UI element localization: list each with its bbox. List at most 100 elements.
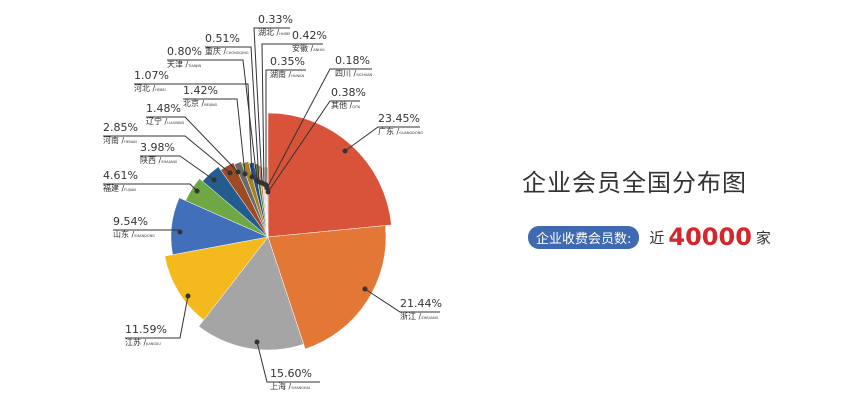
region-pinyin: HENAN [124,140,137,144]
region-pinyin: SHANGHAI [291,386,310,390]
leader-dot [177,229,183,235]
leader-dot [227,170,233,176]
data-label-name: 天津 /TIANJIN [167,60,202,69]
data-label: 23.45% 广东 /GUANGDONG [378,113,423,136]
region-name: 重庆 [205,47,221,56]
leader-line [134,83,253,178]
region-pinyin: CHONGQING [226,51,249,55]
data-label: 0.33% 湖北 /HUBEI [258,14,293,37]
data-label-percent: 11.59% [125,323,167,336]
leader-dot [235,169,241,175]
region-name: 陕西 [140,156,156,165]
pie-slice [267,225,387,350]
data-label: 0.42% 安徽 /ANHUI [292,30,327,53]
leader-dot [185,293,191,299]
data-label: 0.80% 天津 /TIANJIN [167,46,202,69]
region-pinyin: ANHUI [313,48,325,52]
data-label-percent: 1.48% [146,102,181,115]
leader-line [267,100,360,193]
region-name: 浙江 [400,312,416,321]
data-label-percent: 3.98% [140,141,175,154]
region-name: 天津 [167,60,183,69]
data-label: 9.54% 山东 /SHANDONG [113,216,155,239]
data-label-name: 福建 /FUJIAN [103,184,136,193]
data-label-name: 北京 /BEIJING [183,99,218,108]
leader-line [103,135,231,174]
data-label-name: 湖北 /HUBEI [258,28,291,37]
data-label-percent: 2.85% [103,121,138,134]
region-name: 湖北 [258,28,274,37]
data-label-percent: 9.54% [113,215,148,228]
region-name: 河南 [103,136,119,145]
data-label-percent: 0.33% [258,13,293,26]
leader-line [205,46,260,183]
region-pinyin: HUNAN [291,74,305,78]
member-count-prefix: 近 [649,228,665,247]
data-label-percent: 0.51% [205,32,240,45]
data-label-percent: 21.44% [400,297,442,310]
data-label: 2.85% 河南 /HENAN [103,122,138,145]
member-count-number: 40000 [668,223,752,251]
leader-dot [194,188,200,194]
pie-slice [267,112,392,238]
pie-slice [198,236,304,351]
data-label: 1.48% 辽宁 /LIAONING [146,103,184,126]
data-label-percent: 1.42% [183,84,218,97]
pie-slice [185,178,269,238]
pie-slice [241,161,269,238]
pie-slice [170,197,269,255]
region-pinyin: QITA [352,105,361,109]
data-label: 11.59% 江苏 /JIANGSU [125,324,167,347]
leader-dot [362,286,368,292]
data-label-name: 浙江 /ZHEJIANG [400,312,439,321]
region-name: 安徽 [292,44,308,53]
region-pinyin: FUJIAN [124,188,136,192]
pie-slice [202,166,269,238]
data-label-name: 辽宁 /LIAONING [146,117,185,126]
region-pinyin: SICHUAN [356,73,373,77]
region-pinyin: JIANGSU [146,342,161,346]
leader-dot [342,148,348,154]
leader-dot [254,339,260,345]
data-label-name: 四川 /SICHUAN [335,69,373,78]
leader-line [140,155,215,181]
region-pinyin: ZHEJIANG [421,316,439,320]
data-label-name: 山东 /SHANDONG [113,230,155,239]
leader-line [167,59,258,181]
region-name: 河北 [134,84,150,93]
leader-dot [265,189,271,195]
data-label-percent: 4.61% [103,169,138,182]
data-label-percent: 0.42% [292,29,327,42]
data-label: 1.07% 河北 /HEBEI [134,70,169,93]
leader-line [103,183,198,192]
leader-line [261,43,323,185]
data-label-name: 陕西 /SHAANXI [140,156,178,165]
region-name: 湖南 [270,70,286,79]
data-label: 0.35% 湖南 /HUNAN [270,56,305,79]
member-count-unit: 家 [755,228,771,247]
leader-line [344,126,420,152]
data-label-name: 江苏 /JIANGSU [125,338,161,347]
data-label-percent: 0.35% [270,55,305,68]
data-label-name: 安徽 /ANHUI [292,44,325,53]
region-name: 辽宁 [146,117,162,126]
data-label-percent: 15.60% [270,367,312,380]
data-label-percent: 1.07% [134,69,169,82]
data-label-name: 重庆 /CHONGQING [205,47,249,56]
region-name: 江苏 [125,338,141,347]
region-pinyin: LIAONING [167,121,185,125]
region-name: 山东 [113,230,129,239]
data-label-percent: 0.38% [331,86,366,99]
leader-line [364,288,440,313]
region-pinyin: HEBEI [155,88,166,92]
region-pinyin: SHAANXI [161,160,178,164]
data-label: 4.61% 福建 /FUJIAN [103,170,138,193]
member-count: 企业收费会员数: 近 40000 家 [528,223,771,251]
data-label: 15.60% 上海 /SHANGHAI [270,368,312,391]
region-name: 北京 [183,99,199,108]
region-name: 福建 [103,184,119,193]
pie-slice [164,236,269,321]
leader-line [183,98,246,175]
data-label-percent: 23.45% [378,112,420,125]
